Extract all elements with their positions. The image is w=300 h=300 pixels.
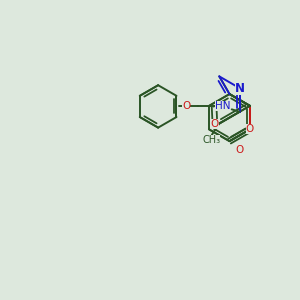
Text: O: O: [236, 145, 244, 155]
Text: N: N: [235, 82, 245, 95]
Text: CH₃: CH₃: [202, 135, 220, 145]
Text: O: O: [182, 101, 190, 111]
Text: O: O: [246, 124, 254, 134]
Text: HN: HN: [215, 101, 230, 111]
Text: O: O: [211, 119, 219, 129]
